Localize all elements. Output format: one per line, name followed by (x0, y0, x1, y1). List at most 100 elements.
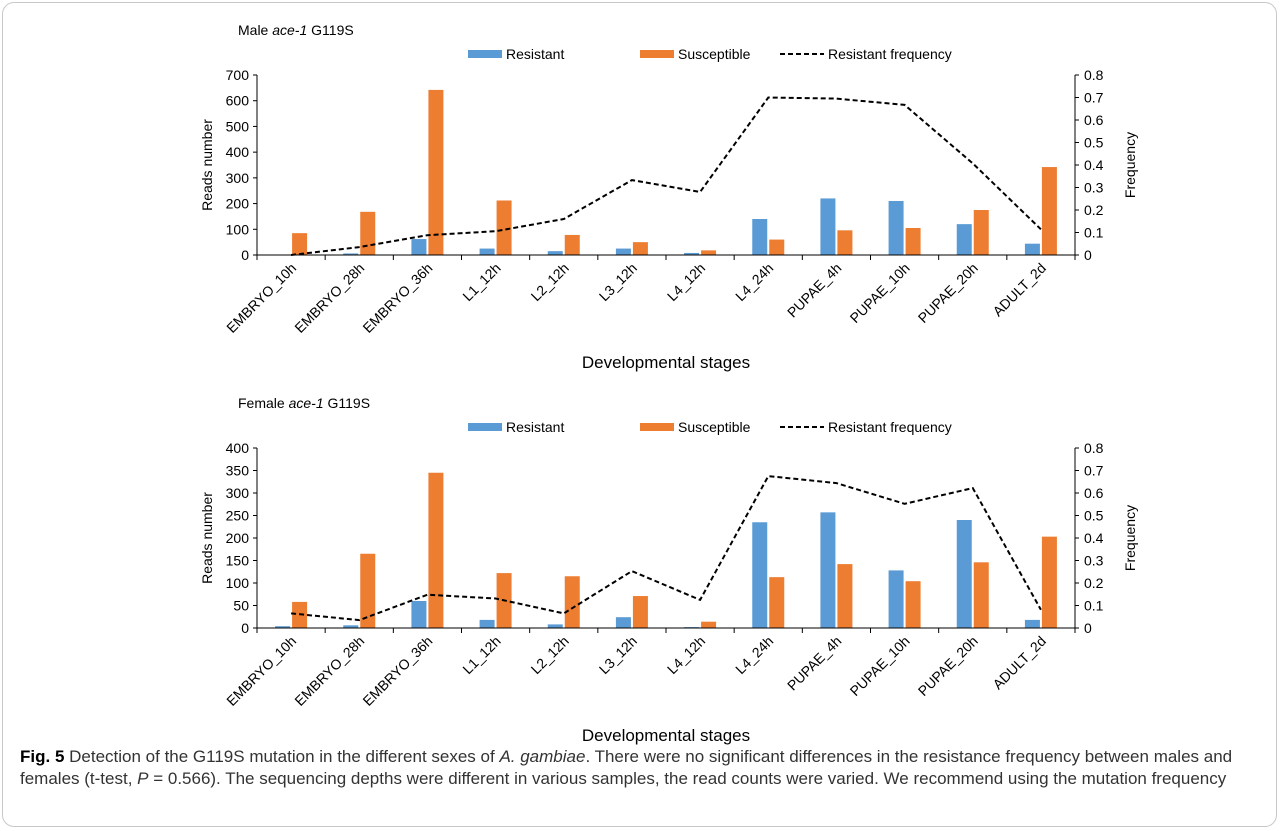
y2-tick-label: 0.4 (1084, 530, 1104, 546)
y2-tick-label: 0.2 (1084, 202, 1104, 218)
resistant-bar (1024, 243, 1040, 255)
x-tick-label: L4_24h (732, 633, 776, 677)
resistant-bar (752, 219, 768, 255)
x-tick-label: L3_12h (596, 633, 640, 677)
x-tick-label: EMBRYO_36h (359, 633, 435, 709)
susceptible-bar (496, 200, 512, 255)
susceptible-bar (428, 472, 444, 628)
y2-tick-label: 0.1 (1084, 225, 1104, 241)
caption-text-3: = 0.566). The sequencing depths were dif… (148, 769, 1227, 788)
legend-label-0: Resistant (506, 46, 564, 62)
resistant-bar (411, 601, 427, 628)
susceptible-bar (701, 621, 717, 628)
resistant-bar (343, 625, 359, 628)
y2-tick-label: 0.3 (1084, 180, 1104, 196)
x-tick-label: EMBRYO_36h (359, 260, 435, 336)
resistant-bar (615, 617, 631, 628)
x-tick-label: PUPAE_4h (784, 260, 845, 321)
resistant-bar (479, 248, 495, 255)
x-axis-title: Developmental stages (582, 726, 750, 745)
y-tick-label: 250 (226, 508, 250, 524)
legend-swatch-0 (468, 423, 502, 431)
x-tick-label: L4_12h (664, 633, 708, 677)
resistant-bar (888, 201, 904, 255)
susceptible-bar (360, 211, 376, 255)
chart-title-prefix: Female (238, 395, 289, 411)
y2-tick-label: 0.4 (1084, 157, 1104, 173)
x-tick-label: EMBRYO_28h (291, 633, 367, 709)
resistant-bar (275, 626, 291, 628)
susceptible-bar (632, 242, 648, 255)
legend-label-2: Resistant frequency (828, 419, 952, 435)
chart-title: Female ace-1 G119S (238, 395, 370, 411)
y-tick-label: 200 (226, 530, 250, 546)
x-tick-label: L4_24h (732, 260, 776, 304)
y2-tick-label: 0 (1084, 247, 1092, 263)
y-tick-label: 500 (226, 118, 250, 134)
x-tick-label: PUPAE_10h (847, 260, 913, 326)
chart-title-suffix: G119S (307, 22, 353, 38)
susceptible-bar (837, 230, 853, 255)
x-tick-label: EMBRYO_10h (223, 633, 299, 709)
x-tick-label: PUPAE_10h (847, 633, 913, 699)
resistant-bar (888, 570, 904, 628)
caption-text-1: Detection of the G119S mutation in the d… (64, 747, 500, 766)
resistant-bar (820, 512, 836, 628)
y-tick-label: 400 (226, 440, 250, 456)
y2-tick-label: 0.6 (1084, 112, 1104, 128)
susceptible-bar (701, 250, 717, 255)
chart-title-gene: ace-1 (272, 22, 307, 38)
x-tick-label: EMBRYO_28h (291, 260, 367, 336)
x-tick-label: L1_12h (459, 260, 503, 304)
legend-swatch-1 (640, 423, 674, 431)
resistant-bar (684, 252, 700, 255)
y2-tick-label: 0.6 (1084, 485, 1104, 501)
resistant-bar (411, 239, 427, 255)
susceptible-bar (564, 234, 580, 255)
resistant-bar (479, 619, 495, 628)
x-tick-label: ADULT_2d (989, 633, 1049, 693)
x-tick-label: L3_12h (596, 260, 640, 304)
y2-tick-label: 0.3 (1084, 553, 1104, 569)
resistant-bar (1024, 619, 1040, 628)
resistant-bar (547, 251, 563, 255)
male-chart: Male ace-1 G119S Resistant Susceptible Resi… (199, 22, 1138, 372)
y-tick-label: 0 (241, 247, 249, 263)
chart-title-suffix: G119S (324, 395, 370, 411)
susceptible-bar (769, 239, 785, 255)
y-tick-label: 600 (226, 93, 250, 109)
legend-swatch-0 (468, 50, 502, 58)
resistant-frequency-line (290, 96, 1042, 256)
chart-title-prefix: Male (238, 22, 272, 38)
female-chart: Female ace-1 G119S Resistant Susceptible Re… (199, 395, 1138, 745)
y2-tick-label: 0 (1084, 620, 1092, 636)
y2-tick-label: 0.7 (1084, 90, 1104, 106)
x-tick-label: L1_12h (459, 633, 503, 677)
susceptible-bar (905, 581, 921, 628)
y-axis-title: Reads number (199, 119, 215, 211)
susceptible-bar (564, 576, 580, 628)
susceptible-bar (360, 553, 376, 628)
legend-label-0: Resistant (506, 419, 564, 435)
susceptible-bar (905, 228, 921, 255)
x-tick-label: ADULT_2d (989, 260, 1049, 320)
x-tick-label: L2_12h (528, 633, 572, 677)
y2-tick-label: 0.1 (1084, 598, 1104, 614)
figure-caption: Fig. 5 Detection of the G119S mutation i… (20, 746, 1260, 790)
x-tick-label: L2_12h (528, 260, 572, 304)
legend-label-1: Susceptible (678, 419, 751, 435)
susceptible-bar (428, 89, 444, 256)
susceptible-bar (769, 577, 785, 628)
y2-tick-label: 0.5 (1084, 135, 1104, 151)
y2-tick-label: 0.2 (1084, 575, 1104, 591)
caption-text-2: . There were no significant differences … (20, 747, 1233, 788)
y-tick-label: 700 (226, 67, 250, 83)
x-tick-label: L4_12h (664, 260, 708, 304)
y-tick-label: 0 (241, 620, 249, 636)
legend-label-2: Resistant frequency (828, 46, 952, 62)
susceptible-bar (973, 210, 989, 255)
y-axis-title: Reads number (199, 492, 215, 584)
susceptible-bar (632, 596, 648, 628)
resistant-frequency-line (291, 475, 1042, 622)
